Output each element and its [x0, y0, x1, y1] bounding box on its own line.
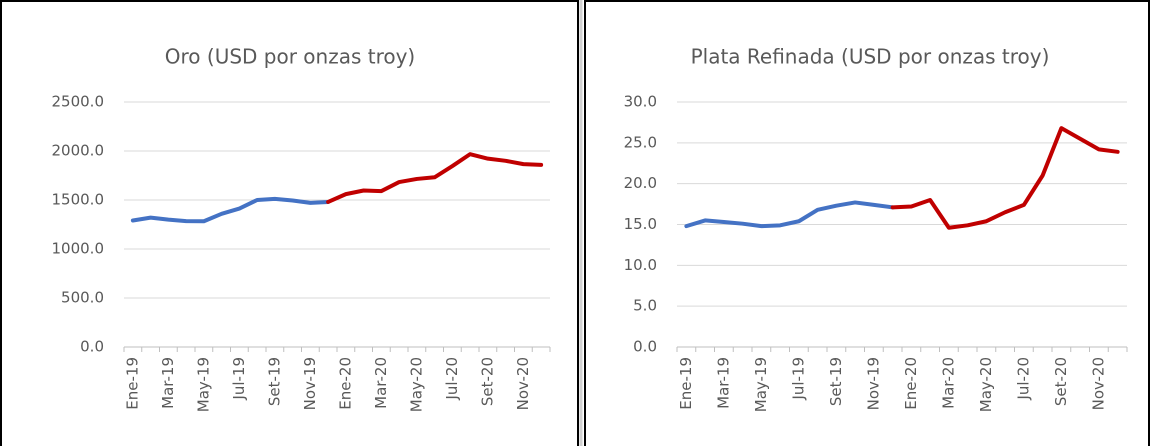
x-tick-label: May-20	[407, 357, 425, 412]
x-tick-label: May-19	[194, 357, 212, 412]
y-tick-label: 25.0	[624, 133, 657, 151]
x-tick-label: Ene-19	[677, 357, 695, 410]
panel-border	[0, 0, 579, 446]
x-tick-label: Nov-20	[1089, 357, 1107, 410]
x-tick-label: Nov-19	[864, 357, 882, 410]
y-tick-label: 2500.0	[52, 93, 105, 111]
series-line	[130, 196, 331, 224]
y-tick-label: 5.0	[633, 297, 657, 315]
y-tick-label: 1500.0	[52, 191, 105, 209]
x-tick-label: Jul-19	[789, 357, 807, 401]
panel-border	[584, 0, 1150, 446]
x-tick-label: Jul-19	[230, 357, 248, 401]
x-tick-label: Set-19	[265, 357, 283, 406]
x-tick-label: Set-20	[1052, 357, 1070, 406]
x-tick-label: Set-19	[827, 357, 845, 406]
y-tick-label: 500.0	[61, 289, 104, 307]
x-tick-label: Mar-20	[939, 357, 957, 409]
x-tick-label: Nov-20	[514, 357, 532, 410]
x-tick-label: Set-20	[478, 357, 496, 406]
x-tick-label: Jul-20	[443, 357, 461, 401]
x-tick-label: Mar-19	[714, 357, 732, 409]
y-tick-label: 0.0	[633, 338, 657, 356]
y-tick-label: 20.0	[624, 174, 657, 192]
y-tick-label: 30.0	[624, 93, 657, 111]
x-tick-label: Ene-20	[902, 357, 920, 410]
chart-title: Plata Refinada (USD por onzas troy)	[691, 45, 1050, 69]
series-line	[326, 152, 544, 204]
y-tick-label: 15.0	[624, 215, 657, 233]
series-line	[684, 200, 895, 229]
x-tick-label: Ene-19	[123, 357, 141, 410]
x-tick-label: Mar-20	[372, 357, 390, 409]
x-tick-label: Jul-20	[1014, 357, 1032, 401]
x-tick-label: Nov-19	[301, 357, 319, 410]
x-tick-label: May-20	[977, 357, 995, 412]
y-tick-label: 1000.0	[52, 240, 105, 258]
series-line	[890, 126, 1120, 230]
y-tick-label: 10.0	[624, 256, 657, 274]
x-tick-label: Mar-19	[159, 357, 177, 409]
x-tick-label: May-19	[752, 357, 770, 412]
y-tick-label: 2000.0	[52, 142, 105, 160]
chart-title: Oro (USD por onzas troy)	[165, 45, 415, 69]
x-tick-label: Ene-20	[336, 357, 354, 410]
y-tick-label: 0.0	[80, 338, 104, 356]
